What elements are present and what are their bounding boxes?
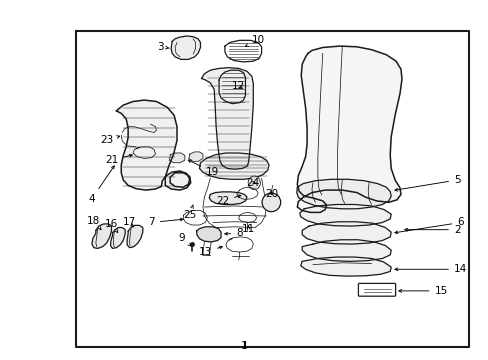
- Polygon shape: [169, 153, 184, 163]
- Ellipse shape: [262, 193, 280, 212]
- Text: 3: 3: [157, 42, 169, 52]
- Polygon shape: [188, 152, 203, 161]
- Text: 17: 17: [122, 217, 136, 228]
- Text: 22: 22: [215, 195, 241, 206]
- Text: 6: 6: [394, 217, 463, 234]
- Polygon shape: [127, 225, 142, 248]
- Polygon shape: [302, 222, 390, 244]
- Text: 19: 19: [188, 160, 219, 177]
- Polygon shape: [199, 153, 268, 179]
- Polygon shape: [171, 36, 200, 59]
- Text: 15: 15: [398, 286, 447, 296]
- Text: 9: 9: [178, 233, 190, 246]
- Text: 16: 16: [104, 219, 118, 233]
- Polygon shape: [92, 224, 111, 248]
- Text: 11: 11: [241, 224, 255, 234]
- Text: 18: 18: [87, 216, 101, 230]
- Polygon shape: [110, 228, 125, 248]
- Text: 10: 10: [245, 35, 264, 46]
- Polygon shape: [201, 68, 253, 169]
- Polygon shape: [299, 204, 390, 226]
- Polygon shape: [302, 240, 390, 261]
- Text: 20: 20: [264, 189, 277, 199]
- Text: 5: 5: [394, 175, 460, 191]
- Polygon shape: [116, 100, 190, 190]
- Text: 21: 21: [104, 154, 132, 165]
- Text: 14: 14: [394, 264, 467, 274]
- Polygon shape: [196, 227, 221, 242]
- Text: 7: 7: [148, 217, 183, 228]
- Text: 4: 4: [88, 166, 114, 204]
- Polygon shape: [296, 179, 390, 209]
- Polygon shape: [300, 257, 390, 276]
- Text: 13: 13: [198, 246, 222, 257]
- Text: 8: 8: [224, 228, 243, 238]
- Text: 1: 1: [241, 341, 247, 351]
- Polygon shape: [209, 192, 246, 204]
- Text: 23: 23: [100, 135, 120, 145]
- Polygon shape: [224, 40, 261, 62]
- Polygon shape: [219, 70, 245, 104]
- FancyBboxPatch shape: [358, 283, 395, 296]
- Text: 2: 2: [404, 225, 460, 235]
- Polygon shape: [297, 46, 401, 212]
- Ellipse shape: [248, 176, 260, 190]
- Text: 25: 25: [183, 205, 196, 220]
- Text: 12: 12: [231, 81, 245, 91]
- Text: 24: 24: [246, 178, 260, 188]
